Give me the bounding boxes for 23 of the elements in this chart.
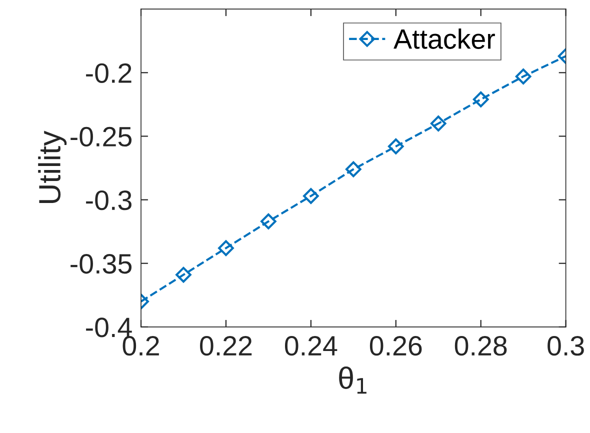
- y-axis-title: Utility: [38, 130, 67, 203]
- point: [430, 116, 446, 132]
- x-tick-label: 0.2: [122, 336, 159, 356]
- point: [388, 138, 404, 154]
- x-axis-title: θ$_{1}$: [339, 366, 366, 394]
- x-tick-label: 0.24: [284, 336, 338, 356]
- y-tick-label: -0.35: [70, 254, 132, 274]
- point: [260, 213, 276, 230]
- point: [176, 266, 192, 283]
- legend-label: Attacker: [394, 28, 495, 49]
- y-tick-label: -0.2: [86, 63, 132, 83]
- y-tick-label: -0.25: [70, 126, 132, 147]
- y-tick-label: -0.3: [86, 190, 132, 210]
- y-tick-label: -0.4: [86, 318, 132, 338]
- x-tick-label: 0.26: [370, 336, 422, 356]
- x-tick-label: 0.3: [548, 336, 584, 356]
- point: [303, 188, 319, 204]
- point: [515, 68, 532, 84]
- x-tick-label: 0.22: [200, 336, 252, 356]
- point: [218, 240, 234, 256]
- point: [345, 161, 362, 178]
- x-tick-label: 0.28: [454, 336, 507, 356]
- point: [472, 91, 489, 108]
